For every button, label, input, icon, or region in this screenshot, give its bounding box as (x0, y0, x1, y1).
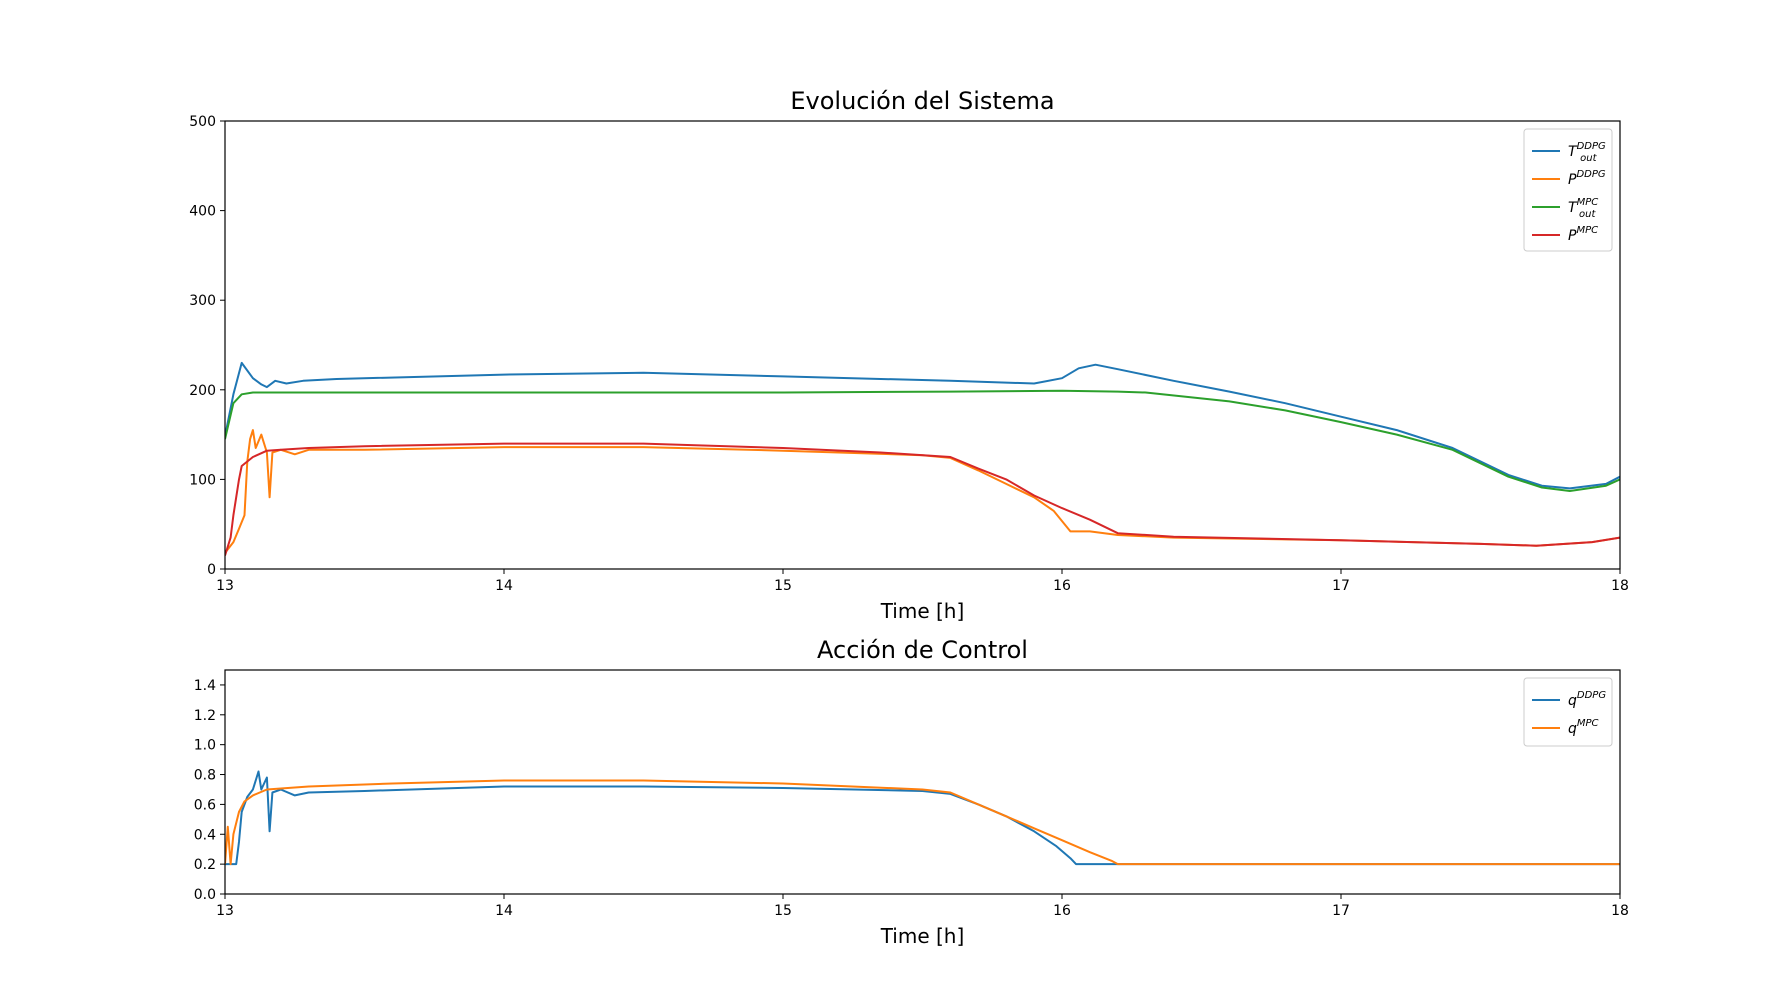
legend-entry: TDDPG out (1568, 141, 1606, 164)
x-tick-label: 14 (495, 578, 513, 594)
legend-superscript: DDPG (1577, 690, 1606, 701)
y-tick-label: 0.6 (194, 797, 216, 813)
series-line-0-1 (225, 429, 1620, 554)
x-tick-label: 18 (1611, 903, 1629, 919)
x-tick-label: 15 (774, 578, 792, 594)
y-tick-label: 300 (189, 293, 216, 309)
legend-name: q (1568, 721, 1577, 737)
x-tick-label: 13 (216, 903, 234, 919)
legend-superscript: DDPG (1577, 141, 1606, 152)
series-line-1-1 (225, 779, 1620, 866)
y-tick-label: 400 (189, 204, 216, 220)
x-tick-label: 16 (1053, 903, 1071, 919)
x-tick-label: 17 (1332, 903, 1350, 919)
legend-superscript: MPC (1576, 225, 1598, 236)
x-axis-label: Time [h] (880, 599, 965, 623)
x-tick-label: 16 (1053, 578, 1071, 594)
chart-title: Acción de Control (817, 636, 1028, 664)
legend-subscript: out (1579, 209, 1596, 220)
y-tick-label: 1.4 (194, 678, 216, 694)
legend-name: T (1568, 200, 1578, 216)
y-tick-label: 0.2 (194, 857, 216, 873)
legend-name: P (1568, 172, 1577, 188)
series-line-0-3 (225, 442, 1620, 556)
legend-superscript: DDPG (1576, 169, 1605, 180)
x-tick-label: 14 (495, 903, 513, 919)
legend-entry: qMPC (1568, 718, 1599, 737)
legend-subscript: out (1580, 153, 1597, 164)
y-tick-label: 0.4 (194, 827, 216, 843)
y-tick-label: 200 (189, 383, 216, 399)
legend-entry: qDDPG (1568, 690, 1606, 709)
x-axis-label: Time [h] (880, 924, 965, 948)
x-tick-label: 17 (1332, 578, 1350, 594)
axes-frame (224, 669, 1621, 895)
chart-title: Evolución del Sistema (790, 87, 1054, 115)
legend-entry: PMPC (1568, 225, 1598, 244)
legend-superscript: MPC (1577, 197, 1599, 208)
y-tick-label: 1.2 (194, 708, 216, 724)
axes-frame (224, 120, 1621, 570)
legend-name: q (1568, 693, 1577, 709)
x-tick-label: 18 (1611, 578, 1629, 594)
y-tick-label: 0.0 (194, 887, 216, 903)
legend-box (1523, 128, 1613, 252)
y-tick-label: 1.0 (194, 738, 216, 754)
legend-name: P (1568, 228, 1577, 244)
subplot-0: Evolución del Sistema 13 14 15 16 17 18 0 100 200… (189, 87, 1629, 623)
series-line-1-0 (225, 770, 1620, 866)
y-tick-label: 100 (189, 472, 216, 488)
legend-entry: PDDPG (1568, 169, 1606, 188)
y-tick-label: 0.8 (194, 768, 216, 784)
series-line-0-0 (225, 361, 1620, 490)
legend-superscript: MPC (1577, 718, 1599, 729)
legend-name: T (1568, 144, 1578, 160)
x-tick-label: 13 (216, 578, 234, 594)
series-line-0-2 (225, 389, 1620, 492)
legend-entry: TMPC out (1568, 197, 1598, 220)
x-tick-label: 15 (774, 903, 792, 919)
y-tick-label: 500 (189, 114, 216, 130)
subplot-1: Acción de Control 13 14 15 16 17 18 0.0 0.2 0.4 0.… (194, 636, 1629, 948)
y-tick-label: 0 (207, 562, 216, 578)
